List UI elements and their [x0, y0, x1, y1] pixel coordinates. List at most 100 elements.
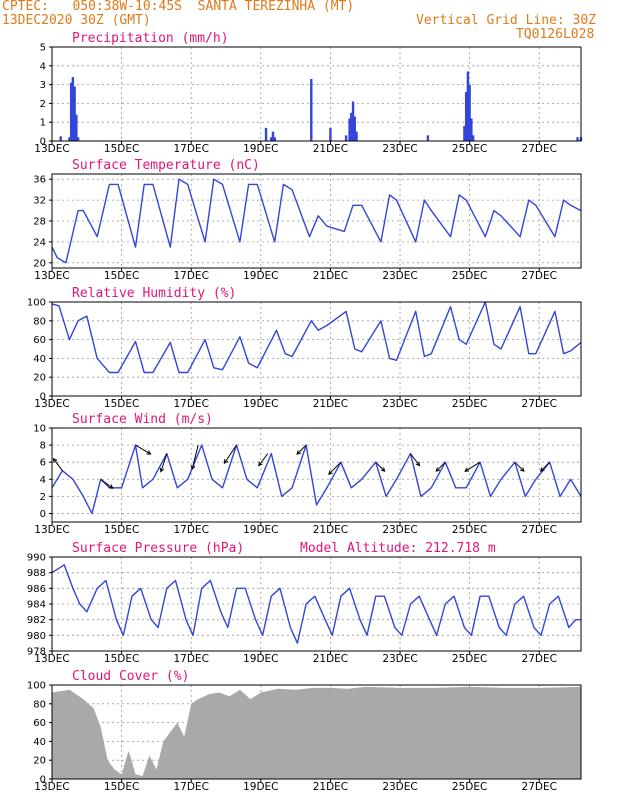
wind-arrow-head: [464, 467, 470, 472]
precip-bar: [468, 84, 471, 141]
wind-arrow: [464, 461, 481, 472]
precip-bar: [466, 71, 470, 141]
y-tick-label: 990: [27, 553, 46, 564]
panel-title: Precipitation (mm/h): [72, 31, 229, 46]
series-line: [51, 301, 582, 374]
x-tick-label: 21DEC: [313, 781, 348, 793]
panel-title: Cloud Cover (%): [72, 669, 189, 684]
wind-arrow: [53, 458, 63, 472]
panel-subtitle: Model Altitude: 212.718 m: [300, 541, 496, 556]
wind-arrow-head: [146, 450, 152, 455]
x-tick-label: 19DEC: [243, 524, 278, 536]
y-tick-label: 988: [27, 568, 46, 579]
y-tick-label: 60: [33, 718, 46, 729]
wind-arrow-head: [296, 450, 302, 455]
x-tick-label: 19DEC: [243, 781, 278, 793]
panel-title: Surface Temperature (nC): [72, 158, 260, 173]
wind-arrow: [410, 453, 420, 466]
y-tick-label: 36: [33, 175, 46, 186]
wind-arrow-head: [380, 467, 386, 472]
y-tick-label: 20: [33, 373, 46, 384]
header-line2-right: Vertical Grid Line: 30Z: [416, 13, 597, 28]
wind-arrow-head: [328, 470, 333, 475]
precip-bar: [348, 118, 351, 141]
panel-frame: [51, 173, 582, 269]
wind-arrow: [100, 478, 114, 489]
x-tick-label: 17DEC: [173, 143, 208, 155]
x-tick-label: 15DEC: [104, 781, 139, 793]
precip-bar: [350, 112, 353, 141]
y-tick-label: 24: [33, 237, 46, 248]
y-tick-label: 978: [27, 647, 46, 658]
precip-bar: [76, 137, 80, 141]
wind-arrow-head: [159, 467, 165, 473]
x-tick-label: 19DEC: [243, 653, 278, 665]
x-tick-label: 15DEC: [104, 270, 139, 282]
x-tick-label: 25DEC: [452, 270, 487, 282]
panel-title: Surface Wind (m/s): [72, 412, 213, 427]
x-tick-label: 13DEC: [34, 781, 69, 793]
x-tick-label: 27DEC: [522, 143, 557, 155]
wind-arrow-head: [108, 484, 114, 489]
wind-arrow: [540, 461, 551, 472]
x-tick-label: 21DEC: [313, 270, 348, 282]
panel-frame: [51, 301, 582, 397]
y-tick-label: 20: [33, 258, 46, 269]
precip-bar: [426, 135, 430, 141]
precip-bar: [355, 131, 358, 141]
y-tick-label: 20: [33, 756, 46, 767]
precip-bar: [75, 114, 78, 141]
y-tick-label: 4: [40, 61, 46, 72]
y-tick-label: 4: [40, 475, 46, 486]
y-tick-label: 100: [27, 681, 46, 692]
panel-frame: [51, 684, 582, 780]
x-tick-label: 23DEC: [382, 270, 417, 282]
x-tick-label: 23DEC: [382, 143, 417, 155]
wind-arrow-head: [52, 457, 58, 463]
x-tick-label: 15DEC: [104, 143, 139, 155]
wind-arrow: [191, 444, 199, 470]
x-tick-label: 17DEC: [173, 524, 208, 536]
x-tick-label: 17DEC: [173, 653, 208, 665]
precip-bar: [353, 116, 356, 141]
y-tick-label: 984: [27, 600, 46, 611]
precip-bar: [329, 127, 332, 141]
precip-bar: [69, 82, 73, 141]
x-tick-label: 15DEC: [104, 398, 139, 410]
x-tick-label: 21DEC: [313, 143, 348, 155]
series-line: [51, 564, 581, 644]
x-tick-label: 13DEC: [34, 398, 69, 410]
x-tick-label: 25DEC: [452, 524, 487, 536]
x-tick-label: 13DEC: [34, 143, 69, 155]
x-tick-label: 23DEC: [382, 653, 417, 665]
panel-title: Relative Humidity (%): [72, 286, 236, 301]
y-tick-label: 982: [27, 615, 46, 626]
wind-arrow: [224, 444, 237, 464]
x-tick-label: 27DEC: [522, 653, 557, 665]
wind-arrow: [435, 461, 446, 472]
precip-bar: [576, 137, 579, 141]
y-tick-label: 1: [40, 118, 46, 129]
y-tick-label: 0: [40, 775, 46, 786]
precip-bar: [270, 137, 273, 141]
precip-bar: [71, 77, 75, 141]
x-tick-label: 15DEC: [104, 653, 139, 665]
header-line2-left: 13DEC2020 30Z (GMT): [2, 13, 151, 28]
x-tick-label: 25DEC: [452, 653, 487, 665]
header-line1: CPTEC: 050:38W-10:45S SANTA TEREZINHA (M…: [2, 0, 355, 14]
y-tick-label: 80: [33, 316, 46, 327]
x-tick-label: 21DEC: [313, 524, 348, 536]
wind-arrow: [514, 461, 525, 472]
precip-bar: [464, 92, 468, 141]
precip-bar: [273, 137, 276, 141]
precip-bar: [73, 86, 76, 141]
header-line3-right: TQ0126L028: [516, 27, 595, 42]
precip-bar: [59, 136, 62, 141]
precip-bar: [310, 78, 313, 141]
y-tick-label: 60: [33, 335, 46, 346]
x-tick-label: 25DEC: [452, 398, 487, 410]
x-tick-label: 25DEC: [452, 781, 487, 793]
x-tick-label: 27DEC: [522, 524, 557, 536]
x-tick-label: 17DEC: [173, 270, 208, 282]
x-tick-label: 13DEC: [34, 524, 69, 536]
